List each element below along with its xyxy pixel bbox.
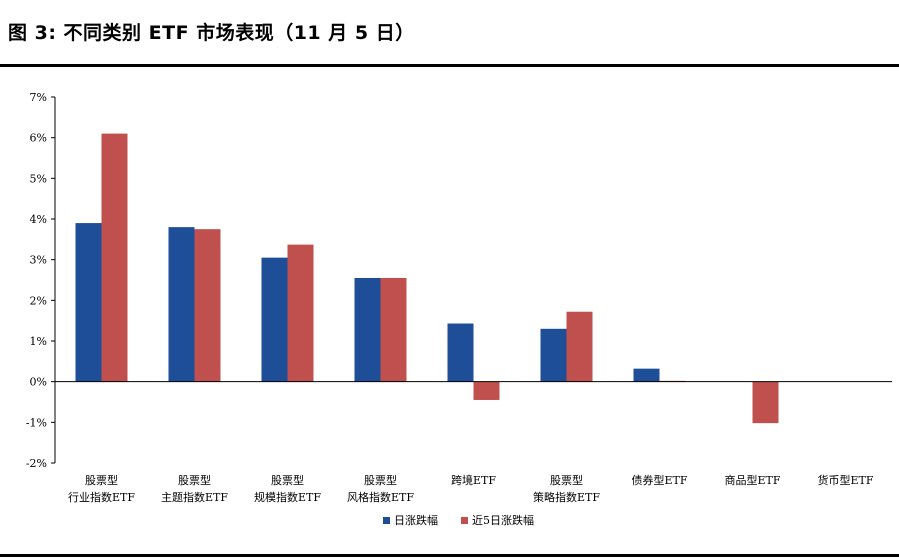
bar-five-day [566, 311, 593, 382]
figure-title: 图 3: 不同类别 ETF 市场表现（11 月 5 日） [8, 22, 415, 44]
x-tick-label: 风格指数ETF [347, 490, 414, 504]
x-tick-label: 股票型 [85, 473, 118, 487]
x-tick-label: 主题指数ETF [161, 490, 228, 504]
y-tick-label: 4% [30, 213, 47, 226]
x-tick-label: 股票型 [178, 473, 211, 487]
bar-five-day [752, 381, 779, 424]
y-tick-label: 3% [30, 254, 47, 267]
legend-label: 日涨跌幅 [394, 513, 438, 527]
y-tick-label: 5% [30, 172, 47, 185]
legend-label: 近5日涨跌幅 [472, 513, 534, 527]
x-tick-label: 规模指数ETF [254, 490, 321, 504]
y-tick-label: 6% [30, 132, 47, 145]
title-rule [0, 64, 899, 67]
bar-daily [447, 323, 474, 382]
x-tick-label: 股票型 [364, 473, 397, 487]
x-tick-label: 跨境ETF [451, 473, 496, 487]
bar-daily [261, 257, 288, 382]
y-tick-label: -2% [26, 457, 47, 470]
x-tick-label: 商品型ETF [725, 473, 781, 487]
x-tick-label: 行业指数ETF [68, 490, 135, 504]
bar-daily [354, 277, 381, 382]
y-tick-label: 0% [30, 376, 47, 389]
x-tick-label: 股票型 [271, 473, 304, 487]
x-tick-label: 货币型ETF [818, 473, 874, 487]
x-tick-label: 股票型 [550, 473, 583, 487]
bar-five-day [380, 277, 407, 382]
legend-swatch [461, 517, 468, 524]
x-tick-label: 债券型ETF [632, 473, 688, 487]
legend-swatch [383, 517, 390, 524]
y-tick-label: 7% [30, 91, 47, 104]
y-tick-label: -1% [26, 416, 47, 429]
bar-daily [168, 227, 195, 382]
bar-daily [633, 368, 660, 382]
bar-daily [540, 328, 567, 382]
x-tick-label: 策略指数ETF [533, 490, 600, 504]
bar-five-day [473, 381, 500, 400]
y-tick-label: 1% [30, 335, 47, 348]
y-tick-label: 2% [30, 294, 47, 307]
bar-five-day [287, 244, 314, 382]
bar-daily [75, 223, 102, 382]
bar-five-day [101, 133, 128, 382]
bar-five-day [194, 229, 221, 382]
bottom-rule [0, 554, 899, 557]
